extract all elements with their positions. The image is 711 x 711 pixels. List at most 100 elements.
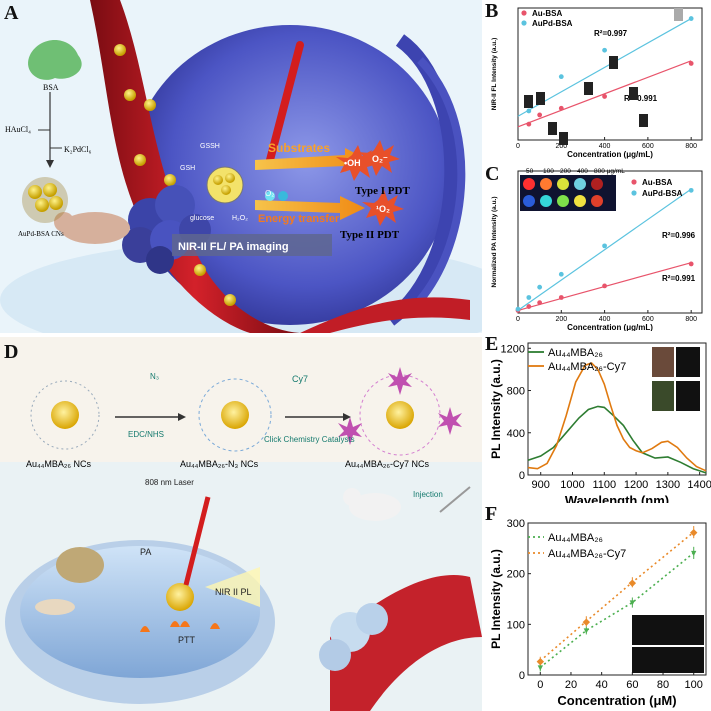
data-point: ▼ — [628, 598, 637, 608]
x-tick-label: 600 — [642, 143, 654, 150]
y-tick-label: 800 — [507, 386, 525, 398]
y-tick-label: 400 — [507, 428, 525, 440]
y-axis-label: NIR-II FL Intensity (a.u.) — [491, 38, 498, 110]
inset-label: 50 — [526, 168, 534, 175]
panel-d: D EDC/NHS N₃ Cy7 Click Chemistry Catalys… — [0, 337, 482, 711]
data-point — [602, 243, 607, 249]
inset-label: 200 — [560, 168, 571, 175]
y-tick-label: 300 — [507, 518, 525, 530]
panel-a: A BSA HAuCl₄ K₂PdCl₆ AuPd-BSA CNs GSSH G… — [0, 0, 482, 333]
series-line — [527, 405, 707, 474]
x-tick-label: 0 — [537, 679, 543, 691]
x-tick-label: 40 — [596, 679, 608, 691]
x-tick-label: 0 — [516, 316, 520, 323]
data-point: ◆ — [628, 577, 637, 587]
cns-label: AuPd-BSA CNs — [18, 230, 64, 238]
legend-label: Au₄₄MBA₂₆ — [548, 347, 603, 359]
data-point — [526, 304, 532, 309]
panel-e: E 900 1000 1100 1200 1300 1400 0 400 800 1200 Wave… — [484, 333, 711, 503]
x-tick-label: 800 — [685, 143, 697, 150]
nir-inset — [536, 92, 545, 105]
panel-a-text-layer: BSA HAuCl₄ K₂PdCl₆ AuPd-BSA CNs GSSH GSH… — [5, 83, 410, 253]
vial-photo — [652, 347, 674, 377]
x-axis-label: Concentration (μg/mL) — [567, 323, 653, 331]
nir-inset — [639, 114, 648, 127]
legend-label: Au-BSA — [532, 9, 562, 18]
nc-diagram-1 — [30, 380, 100, 450]
gsh-label: GSH — [180, 165, 195, 172]
x-tick-label: 400 — [599, 143, 611, 150]
data-point — [526, 108, 532, 114]
legend-label: Au₄₄MBA₂₆-Cy7 — [548, 361, 626, 373]
inset-label: 800 μg/mL — [594, 168, 625, 175]
nir-inset — [559, 132, 568, 145]
nc1-label: Au₄₄MBA₂₆ NCs — [26, 459, 91, 469]
fit-line — [517, 188, 692, 311]
nir-inset — [674, 8, 683, 21]
haucl4-label: HAuCl₄ — [5, 125, 31, 134]
nc-diagram-3 — [338, 367, 462, 456]
y-tick-label: 0 — [519, 670, 525, 682]
y-axis-label: Normalized PA Intensity (a.u.) — [491, 196, 498, 287]
laser-label: 808 nm Laser — [145, 478, 194, 487]
click-label: Click Chemistry Catalysts — [264, 435, 355, 444]
pa-spot — [591, 195, 603, 207]
panel-e-label: E — [485, 333, 499, 355]
x-tick-label: 1300 — [656, 479, 680, 491]
x-tick-label: 0 — [516, 143, 520, 150]
oh-radical-label: •OH — [344, 158, 361, 168]
legend-label: AuPd-BSA — [532, 19, 573, 28]
data-point: ◆ — [582, 616, 591, 626]
superoxide-label: O₂⁻ — [372, 154, 388, 164]
x-tick-label: 1000 — [560, 479, 584, 491]
data-point: ▼ — [689, 548, 698, 558]
x-tick-label: 900 — [532, 479, 550, 491]
data-point — [688, 261, 694, 267]
pa-spot — [540, 178, 552, 190]
panel-b: B 0 200 400 600 800 Concentration (μg/mL) NIR-… — [484, 0, 711, 163]
singlet-o2-label: ¹O₂ — [376, 204, 390, 214]
x-tick-label: 20 — [565, 679, 577, 691]
legend-marker — [631, 190, 637, 196]
data-point — [602, 283, 607, 289]
panel-a-illustration — [0, 0, 482, 333]
vial-photo — [676, 381, 700, 411]
imaging-label: NIR-II FL/ PA imaging — [178, 241, 289, 253]
data-point: ◆ — [689, 527, 698, 537]
inset-label: 100 — [543, 168, 554, 175]
x-axis-label: Concentration (μM) — [557, 693, 676, 708]
substrates-label: Substrates — [268, 141, 330, 155]
legend-label: Au-BSA — [642, 178, 672, 187]
pa-spot — [523, 178, 535, 190]
chart-f: 0 20 40 60 80 100 0 100 200 300 Concentration (μM)… — [489, 518, 707, 708]
data-point — [558, 295, 564, 300]
tumor-cluster — [122, 185, 211, 274]
legend-marker — [631, 179, 637, 185]
x-axis-label: Wavelength (nm) — [565, 493, 669, 503]
data-point — [526, 295, 532, 300]
legend-marker — [521, 20, 527, 26]
x-tick-label: 100 — [685, 679, 703, 691]
x-tick-label: 800 — [685, 316, 697, 323]
panel-a-label: A — [4, 2, 19, 24]
data-point: ◆ — [536, 656, 545, 666]
data-point — [526, 121, 532, 127]
data-point — [537, 300, 543, 306]
n3-label: N₃ — [150, 372, 159, 381]
nc-diagram-2 — [198, 378, 272, 452]
y-axis-label: PL Intensity (a.u.) — [489, 359, 503, 459]
data-point — [602, 47, 607, 53]
series-line — [527, 362, 707, 472]
data-point — [688, 187, 694, 193]
pa-spot — [591, 178, 603, 190]
pa-label: PA — [140, 547, 151, 557]
glucose-label: glucose — [190, 215, 214, 222]
legend-marker — [521, 10, 527, 16]
pa-spot — [574, 178, 586, 190]
h2o2-label: H₂O₂ — [232, 215, 248, 222]
type2-label: Type II PDT — [340, 229, 400, 241]
edc-label: EDC/NHS — [128, 430, 164, 439]
data-point — [602, 94, 607, 99]
r2-label: R²=0.996 — [662, 231, 696, 240]
chart-c: 0 200 400 600 800 Concentration (μg/mL) Normal… — [491, 168, 703, 331]
